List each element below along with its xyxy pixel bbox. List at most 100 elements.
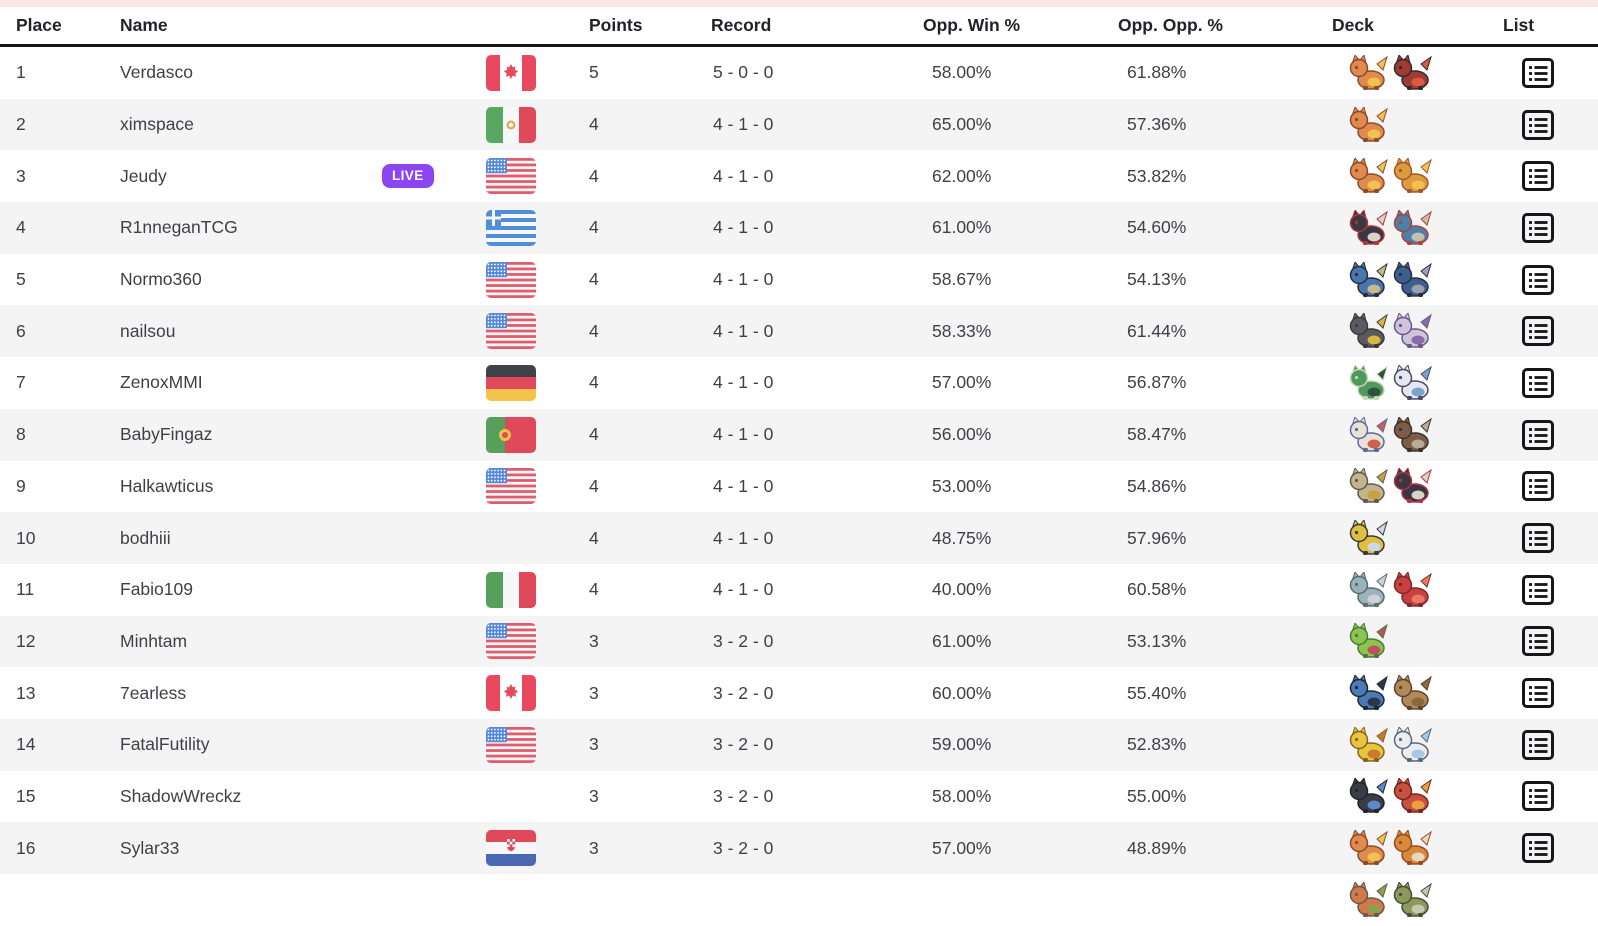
deck-sprite-luxray-icon[interactable] — [1347, 777, 1389, 814]
deck-link[interactable] — [1318, 208, 1495, 246]
deck-link[interactable] — [1318, 518, 1495, 556]
player-name-link[interactable]: Fabio109 — [120, 579, 193, 600]
decklist-button[interactable] — [1495, 678, 1598, 709]
decklist-button[interactable] — [1495, 574, 1598, 605]
list-icon[interactable] — [1522, 574, 1554, 605]
deck-sprite-steenee-icon[interactable] — [1347, 622, 1389, 659]
player-name-link[interactable]: Verdasco — [120, 62, 193, 83]
decklist-button[interactable] — [1495, 729, 1598, 760]
player-name-link[interactable]: R1nneganTCG — [120, 217, 238, 238]
deck-sprite-banette-icon[interactable] — [1347, 312, 1389, 349]
list-icon[interactable] — [1522, 264, 1554, 295]
player-name-link[interactable]: Normo360 — [120, 269, 202, 290]
opp-win-value: 40.00% — [932, 579, 992, 600]
decklist-button[interactable] — [1495, 212, 1598, 243]
deck-sprite-infernape-icon[interactable] — [1391, 829, 1433, 866]
decklist-button[interactable] — [1495, 57, 1598, 88]
list-icon[interactable] — [1522, 471, 1554, 502]
deck-sprite-fletchinder-icon[interactable] — [1391, 777, 1433, 814]
deck-sprite-solgaleo-icon[interactable] — [1347, 415, 1389, 453]
list-icon[interactable] — [1522, 729, 1554, 760]
deck-sprite-meowscarada-icon[interactable] — [1347, 363, 1389, 401]
list-icon[interactable] — [1522, 626, 1554, 657]
deck-sprite-unknown-pokemon-icon[interactable] — [1347, 880, 1389, 918]
player-name-link[interactable]: ShadowWreckz — [120, 785, 242, 806]
decklist-button[interactable] — [1495, 264, 1598, 295]
deck-link[interactable] — [1318, 622, 1495, 659]
deck-link[interactable] — [1318, 725, 1495, 763]
deck-link[interactable] — [1318, 673, 1495, 711]
deck-sprite-incineroar-icon[interactable] — [1391, 53, 1433, 91]
player-name-link[interactable]: Jeudy — [120, 165, 167, 186]
deck-sprite-charmeleon-icon[interactable] — [1347, 157, 1389, 194]
list-icon[interactable] — [1522, 523, 1554, 554]
deck-link[interactable] — [1318, 105, 1495, 143]
deck-link[interactable] — [1318, 53, 1495, 91]
deck-link[interactable] — [1318, 157, 1495, 194]
list-icon[interactable] — [1522, 109, 1554, 140]
deck-sprite-riolu-icon[interactable] — [1347, 673, 1389, 711]
player-name-link[interactable]: Minhtam — [120, 630, 188, 651]
decklist-button[interactable] — [1495, 109, 1598, 140]
player-name-link[interactable]: Sylar33 — [120, 837, 180, 858]
list-icon[interactable] — [1522, 419, 1554, 450]
list-icon[interactable] — [1522, 678, 1554, 709]
deck-sprite-mewtwo-icon[interactable] — [1391, 312, 1433, 349]
deck-sprite-charmeleon-icon[interactable] — [1347, 829, 1389, 866]
deck-link[interactable] — [1318, 363, 1495, 401]
deck-sprite-darkrai-icon[interactable] — [1391, 467, 1433, 504]
player-name-link[interactable]: bodhiii — [120, 527, 171, 548]
deck-link[interactable] — [1318, 260, 1495, 298]
deck-sprite-charmeleon-icon[interactable] — [1347, 53, 1389, 91]
deck-sprite-salamence-icon[interactable] — [1391, 208, 1433, 246]
deck-sprite-octillery-icon[interactable] — [1391, 570, 1433, 608]
deck-sprite-beedrill-icon[interactable] — [1347, 518, 1389, 556]
deck-sprite-charmeleon-icon[interactable] — [1347, 105, 1389, 143]
deck-sprite-darkrai-icon[interactable] — [1347, 208, 1389, 246]
deck-sprite-excadrill-icon[interactable] — [1391, 415, 1433, 453]
player-name-link[interactable]: ZenoxMMI — [120, 372, 203, 393]
decklist-button[interactable] — [1495, 471, 1598, 502]
player-name-link[interactable]: ximspace — [120, 114, 194, 135]
decklist-button[interactable] — [1495, 781, 1598, 812]
decklist-button[interactable] — [1495, 367, 1598, 398]
player-name-link[interactable]: nailsou — [120, 320, 176, 341]
deck-sprite-bronzong-icon[interactable] — [1347, 570, 1389, 608]
deck-sprite-moltres-icon[interactable] — [1391, 157, 1433, 194]
deck-sprite-butterfree-icon[interactable] — [1391, 363, 1433, 401]
list-icon[interactable] — [1522, 367, 1554, 398]
deck-sprite-garchomp-icon[interactable] — [1391, 260, 1433, 298]
decklist-button[interactable] — [1495, 626, 1598, 657]
decklist-button[interactable] — [1495, 161, 1598, 192]
deck-sprite-unknown-pokemon-icon[interactable] — [1391, 880, 1433, 918]
deck-sprite-giratina-icon[interactable] — [1347, 467, 1389, 504]
live-badge[interactable]: LIVE — [382, 164, 434, 188]
player-name-link[interactable]: BabyFingaz — [120, 424, 213, 445]
deck-link[interactable] — [1318, 312, 1495, 349]
opp-opp-value: 58.47% — [1127, 424, 1187, 445]
deck-link[interactable] — [1318, 880, 1495, 918]
deck-sprite-pikachu-icon[interactable] — [1347, 725, 1389, 763]
list-icon[interactable] — [1522, 833, 1554, 864]
deck-link[interactable] — [1318, 467, 1495, 504]
deck-link[interactable] — [1318, 415, 1495, 453]
decklist-button[interactable] — [1495, 419, 1598, 450]
opp-opp-value: 53.13% — [1127, 630, 1187, 651]
player-name-link[interactable]: 7earless — [120, 682, 187, 703]
list-icon[interactable] — [1522, 316, 1554, 347]
player-name-link[interactable]: FatalFutility — [120, 734, 210, 755]
list-icon[interactable] — [1522, 781, 1554, 812]
decklist-button[interactable] — [1495, 316, 1598, 347]
deck-sprite-pachirisu-icon[interactable] — [1391, 725, 1433, 763]
deck-sprite-lucario-icon[interactable] — [1347, 260, 1389, 298]
list-icon[interactable] — [1522, 57, 1554, 88]
deck-link[interactable] — [1318, 570, 1495, 608]
decklist-button[interactable] — [1495, 833, 1598, 864]
player-name-link[interactable]: Halkawticus — [120, 475, 214, 496]
deck-sprite-hitmonchan-icon[interactable] — [1391, 673, 1433, 711]
list-icon[interactable] — [1522, 161, 1554, 192]
decklist-button[interactable] — [1495, 523, 1598, 554]
list-icon[interactable] — [1522, 212, 1554, 243]
deck-link[interactable] — [1318, 829, 1495, 866]
deck-link[interactable] — [1318, 777, 1495, 814]
